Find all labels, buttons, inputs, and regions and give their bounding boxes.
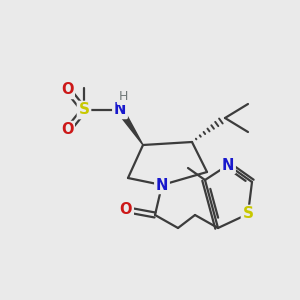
Text: N: N (114, 103, 126, 118)
Text: S: S (79, 103, 89, 118)
Text: O: O (61, 122, 73, 137)
Text: H: H (118, 91, 128, 103)
Text: O: O (61, 82, 73, 98)
Text: N: N (156, 178, 168, 193)
Text: O: O (120, 202, 132, 217)
Text: N: N (222, 158, 234, 172)
Text: S: S (242, 206, 253, 221)
Polygon shape (117, 108, 143, 145)
